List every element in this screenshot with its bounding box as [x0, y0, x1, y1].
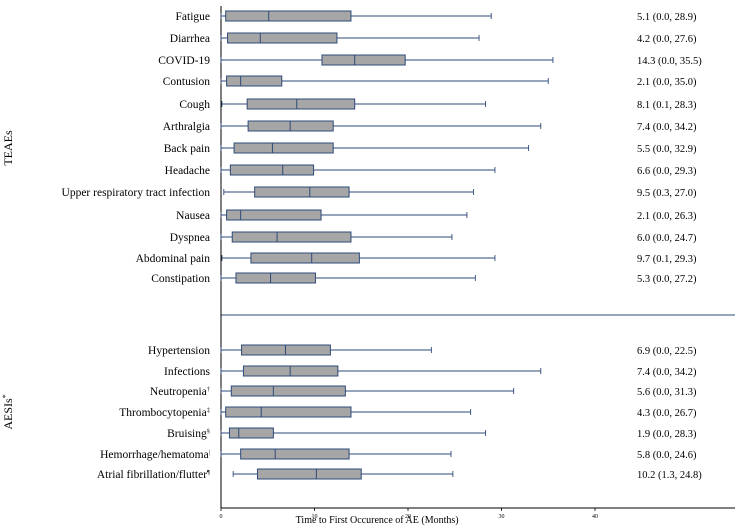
category-label: Contusion [163, 76, 211, 88]
iqr-box [246, 98, 356, 110]
summary-value: 4.3 (0.0, 26.7) [637, 408, 697, 419]
x-axis-title: Time to First Occurence of AE (Months) [296, 515, 459, 526]
summary-value: 9.5 (0.3, 27.0) [637, 188, 697, 199]
x-tick-label: 0 [220, 514, 223, 520]
x-tick-label: 10 [312, 514, 318, 520]
category-label: Nausea [176, 210, 210, 222]
box-row-hemorrhage-hematoma: Hemorrhage/hematoma| 5.8 (0.0, 24.6) [100, 448, 697, 461]
box-row-dyspnea: Dyspnea 6.0 (0.0, 24.7) [170, 231, 697, 244]
summary-value: 2.1 (0.0, 35.0) [637, 77, 697, 88]
box-row-arthralgia: Arthralgia 7.4 (0.0, 34.2) [163, 120, 697, 133]
box-row-fatigue: Fatigue 5.1 (0.0, 28.9) [176, 10, 697, 23]
iqr-box [226, 75, 283, 87]
box-row-atrial-fibrillation-flutter: Atrial fibrillation/flutter¶ 10.2 (1.3, 2… [97, 468, 702, 481]
box-row-infections: Infections 7.4 (0.0, 34.2) [164, 365, 697, 378]
category-label: Cough [179, 99, 210, 111]
iqr-box [229, 164, 315, 176]
iqr-box [254, 186, 350, 198]
category-label: Constipation [151, 273, 210, 285]
box-row-contusion: Contusion 2.1 (0.0, 35.0) [163, 75, 697, 88]
iqr-box [233, 142, 334, 154]
category-label: Infections [164, 366, 211, 378]
box-row-hypertension: Hypertension 6.9 (0.0, 22.5) [148, 344, 697, 357]
summary-value: 14.3 (0.0, 35.5) [637, 56, 702, 67]
iqr-box [227, 32, 338, 44]
x-tick-label: 30 [499, 514, 505, 520]
category-label: Thrombocytopenia‡ [119, 407, 211, 419]
box-row-upper-respiratory-tract-infection: Upper respiratory tract infection 9.5 (0.… [62, 186, 697, 199]
category-label: Hypertension [148, 345, 210, 357]
summary-value: 9.7 (0.1, 29.3) [637, 254, 697, 265]
box-row-thrombocytopenia: Thrombocytopenia‡ 4.3 (0.0, 26.7) [119, 406, 697, 419]
summary-value: 10.2 (1.3, 24.8) [637, 470, 702, 481]
box-row-neutropenia: Neutropenia† 5.6 (0.0, 31.3) [150, 385, 697, 398]
summary-value: 5.6 (0.0, 31.3) [637, 387, 697, 398]
box-row-nausea: Nausea 2.1 (0.0, 26.3) [176, 209, 697, 222]
iqr-box [231, 231, 352, 243]
iqr-box [228, 427, 274, 439]
iqr-box [225, 406, 352, 418]
summary-value: 7.4 (0.0, 34.2) [637, 122, 697, 133]
summary-value: 7.4 (0.0, 34.2) [637, 367, 697, 378]
category-label: Dyspnea [170, 232, 210, 244]
summary-value: 5.5 (0.0, 32.9) [637, 144, 697, 155]
category-label: Abdominal pain [136, 253, 211, 265]
summary-value: 8.1 (0.1, 28.3) [637, 100, 697, 111]
box-row-constipation: Constipation 5.3 (0.0, 27.2) [151, 272, 697, 285]
box-row-headache: Headache 6.6 (0.0, 29.3) [165, 164, 697, 177]
iqr-box [225, 10, 352, 22]
category-label: Arthralgia [163, 121, 210, 133]
iqr-box [321, 54, 406, 66]
iqr-box [250, 252, 360, 264]
box-row-bruising: Bruising§ 1.9 (0.0, 28.3) [167, 427, 697, 440]
box-row-covid-19: COVID-19 14.3 (0.0, 35.5) [158, 54, 702, 67]
iqr-box [230, 385, 346, 397]
summary-value: 1.9 (0.0, 28.3) [637, 429, 697, 440]
category-label: Bruising§ [167, 428, 210, 440]
box-row-back-pain: Back pain 5.5 (0.0, 32.9) [164, 142, 697, 155]
category-label: Back pain [164, 143, 211, 155]
category-label: Fatigue [176, 11, 211, 23]
x-tick-label: 40 [592, 514, 598, 520]
iqr-box [226, 209, 322, 221]
iqr-box [256, 468, 362, 480]
summary-value: 6.6 (0.0, 29.3) [637, 166, 697, 177]
box-row-cough: Cough 8.1 (0.1, 28.3) [179, 98, 697, 111]
x-tick-label: 20 [405, 514, 411, 520]
category-label: COVID-19 [158, 55, 210, 67]
category-label: Upper respiratory tract infection [62, 187, 211, 199]
category-label: Atrial fibrillation/flutter¶ [97, 469, 210, 481]
summary-value: 6.0 (0.0, 24.7) [637, 233, 697, 244]
footnote-mark: † [207, 386, 211, 393]
category-label: Hemorrhage/hematoma| [100, 449, 210, 461]
summary-value: 5.1 (0.0, 28.9) [637, 12, 697, 23]
summary-value: 4.2 (0.0, 27.6) [637, 34, 697, 45]
category-label: Neutropenia† [150, 386, 211, 398]
group-label-teaes: TEAEs [1, 130, 15, 166]
iqr-box [240, 448, 350, 460]
category-label: Diarrhea [170, 33, 210, 45]
footnote-mark: | [209, 449, 210, 456]
summary-value: 2.1 (0.0, 26.3) [637, 211, 697, 222]
footnote-mark: § [207, 428, 210, 435]
box-row-diarrhea: Diarrhea 4.2 (0.0, 27.6) [170, 32, 697, 45]
iqr-box [235, 272, 316, 284]
summary-value: 5.3 (0.0, 27.2) [637, 274, 697, 285]
group-label-footnote-mark: * [1, 394, 10, 398]
group-label-aesis: AESIs* [1, 394, 15, 429]
footnote-mark: ¶ [207, 469, 210, 476]
summary-value: 5.8 (0.0, 24.6) [637, 450, 697, 461]
footnote-mark: ‡ [207, 407, 211, 414]
summary-value: 6.9 (0.0, 22.5) [637, 346, 697, 357]
box-row-abdominal-pain: Abdominal pain 9.7 (0.1, 29.3) [136, 252, 697, 265]
category-label: Headache [165, 165, 210, 177]
